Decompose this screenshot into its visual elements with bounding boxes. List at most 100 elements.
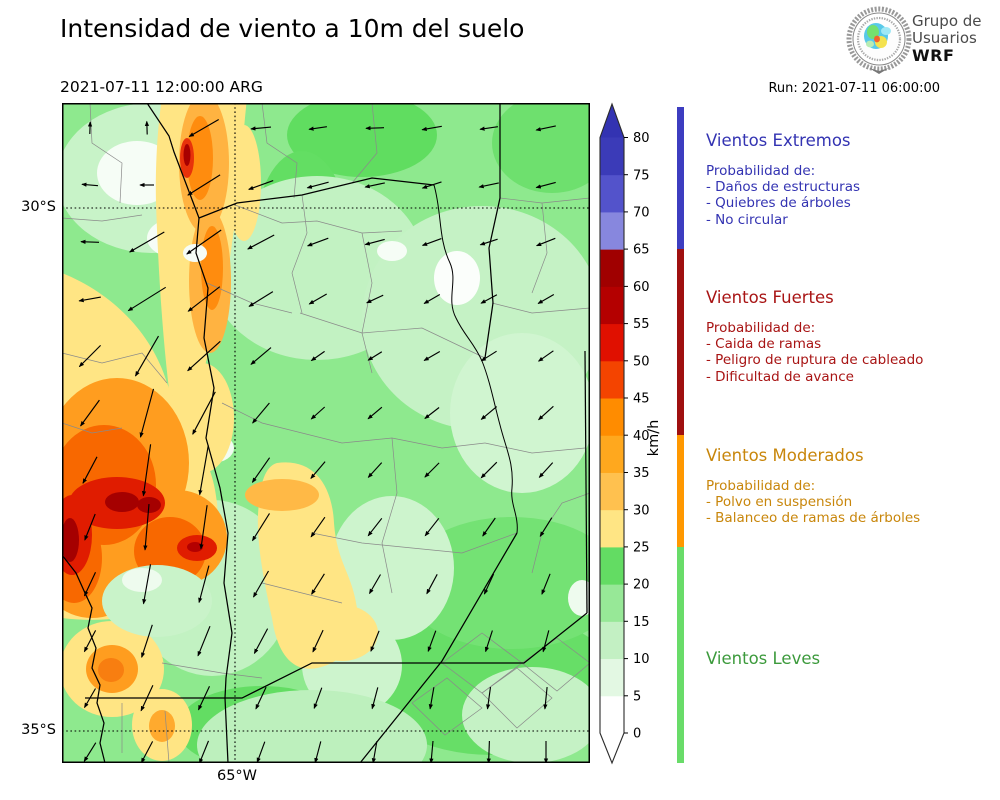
wind-arrow [482, 517, 496, 537]
wind-arrow [306, 237, 329, 247]
wind-arrow [310, 406, 326, 420]
wind-arrow [306, 181, 329, 189]
map-frame [62, 103, 590, 763]
wind-arrow [83, 630, 97, 653]
wind-arrow [480, 294, 498, 304]
department-boundaries-layer [62, 103, 590, 763]
legend-item: - Polvo en suspensión [706, 494, 853, 511]
wind-arrow [140, 685, 154, 712]
svg-text:65: 65 [633, 243, 650, 258]
strip-moderados [677, 435, 684, 547]
wind-arrow [78, 296, 101, 303]
wind-arrow [253, 628, 269, 655]
svg-text:40: 40 [633, 429, 650, 444]
wind-arrow [535, 125, 556, 132]
wind-arrow [367, 406, 383, 420]
wind-arrow [143, 504, 150, 551]
svg-text:0: 0 [633, 727, 641, 742]
wind-arrow [198, 740, 210, 763]
wind-arrow [84, 513, 96, 541]
wind-arrow [535, 181, 556, 189]
lat-label-35s: 35°S [21, 722, 56, 738]
svg-text:5: 5 [633, 689, 641, 704]
wind-arrow [423, 294, 441, 304]
legend-moderados-title: Vientos Moderados [706, 446, 864, 465]
wind-arrow [247, 234, 275, 250]
legend-fuertes: Vientos Fuertes Probabilidad de: - Caida… [706, 288, 996, 385]
wind-arrow [478, 182, 499, 189]
strip-fuertes [677, 249, 684, 435]
legend-item: - No circular [706, 211, 788, 228]
wind-arrow [371, 687, 379, 710]
svg-text:80: 80 [633, 131, 650, 146]
wind-arrow [308, 293, 327, 305]
wind-arrow [543, 687, 548, 710]
wind-arrow [421, 238, 442, 246]
wind-arrow [310, 461, 326, 480]
wind-arrow [370, 630, 380, 652]
svg-text:15: 15 [633, 615, 650, 630]
wind-arrow [197, 625, 211, 657]
wind-arrow [427, 630, 437, 653]
wind-arrow [80, 239, 100, 244]
wind-arrow [80, 399, 100, 427]
svg-text:55: 55 [633, 317, 650, 332]
wind-arrow [310, 350, 325, 362]
valid-time-label: 2021-07-11 12:00:00 ARG [60, 78, 263, 96]
wind-arrow [198, 565, 210, 604]
legend-leves: Vientos Leves [706, 649, 996, 668]
svg-text:70: 70 [633, 206, 650, 221]
legend-item: - Dificultad de avance [706, 368, 854, 385]
wind-arrow [250, 347, 272, 365]
wind-arrow [198, 445, 209, 496]
colorbar-unit-label: km/h [646, 420, 662, 457]
wind-arrow [312, 629, 324, 653]
wind-arrow [135, 335, 159, 377]
wind-arrow [421, 125, 442, 132]
wind-arrows-layer [78, 119, 556, 763]
wind-arrow [365, 126, 385, 131]
wind-arrow [538, 405, 554, 421]
wind-arrow [256, 741, 266, 763]
svg-text:60: 60 [633, 280, 650, 295]
wind-arrow [424, 462, 440, 478]
wind-arrow [141, 444, 152, 497]
wind-arrow [535, 237, 556, 247]
wind-arrow [188, 119, 219, 137]
legend-extremos: Vientos Extremos Probabilidad de: - Daño… [706, 131, 996, 228]
wind-arrow [537, 350, 554, 362]
wind-arrow [367, 351, 383, 361]
wind-arrow [367, 462, 383, 478]
wind-arrow [424, 517, 440, 537]
svg-text:20: 20 [633, 578, 650, 593]
colorbar-segments [599, 102, 625, 765]
wind-arrow [253, 570, 269, 598]
wind-arrow [142, 564, 152, 605]
wind-arrow [186, 229, 222, 255]
wind-arrow [364, 238, 385, 246]
svg-text:50: 50 [633, 354, 650, 369]
svg-text:25: 25 [633, 541, 650, 556]
wind-arrow [83, 571, 97, 597]
wind-arrow [537, 294, 555, 304]
wind-arrow [541, 573, 551, 595]
wind-arrow [314, 741, 322, 763]
legend-intro: Probabilidad de: [706, 478, 816, 494]
legend-item: - Caida de ramas [706, 336, 822, 353]
page-title: Intensidad de viento a 10m del suelo [60, 14, 525, 43]
wind-arrow [197, 685, 211, 711]
wind-arrow [486, 687, 492, 710]
wind-arrow [424, 407, 440, 419]
colorbar-ticks: 0 5 10 15 20 25 30 35 40 45 50 55 60 65 70 75 80 [624, 131, 650, 742]
legend-item: - Daños de estructuras [706, 179, 861, 196]
wind-arrow [310, 516, 326, 538]
wind-arrow [83, 742, 97, 762]
wind-arrow [308, 126, 327, 131]
wind-arrow [480, 350, 497, 362]
wind-map [62, 103, 590, 763]
wind-arrow [139, 388, 155, 438]
wind-arrow [313, 687, 323, 710]
svg-text:30: 30 [633, 503, 650, 518]
wind-arrow [486, 740, 491, 763]
